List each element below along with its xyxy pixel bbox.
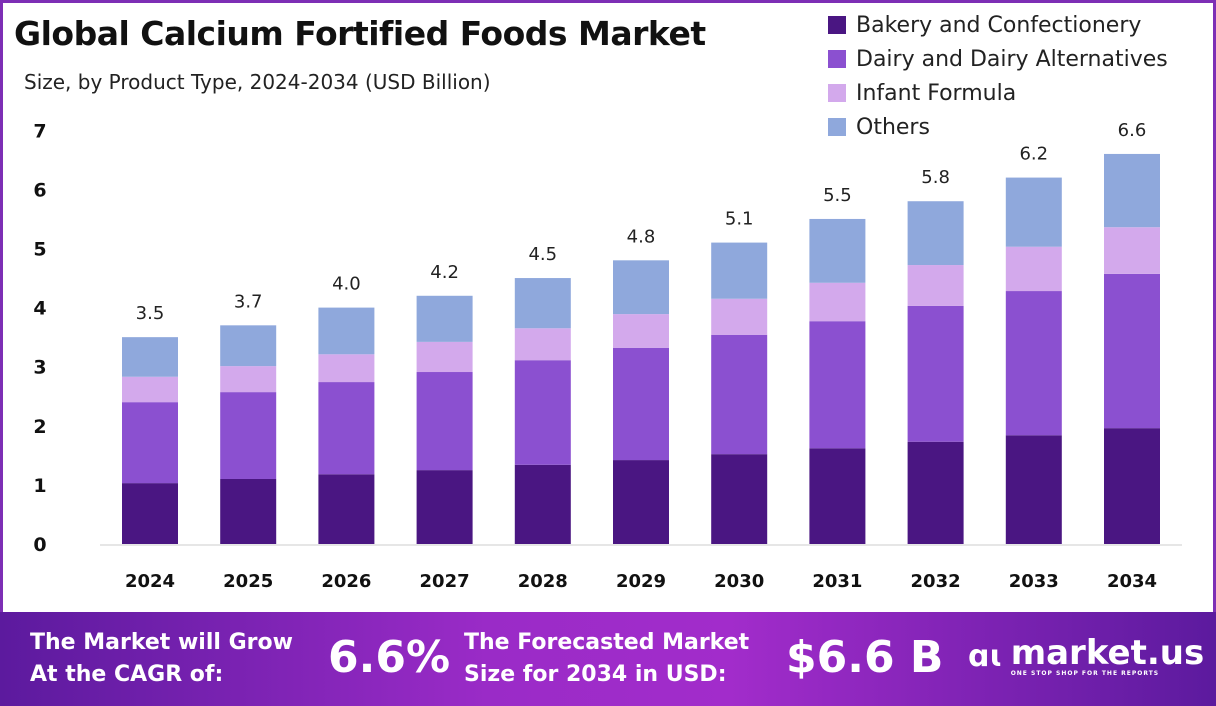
y-tick-label: 5 bbox=[33, 239, 46, 261]
cagr-value: 6.6% bbox=[328, 632, 451, 683]
bar-segment bbox=[711, 298, 768, 335]
bar-segment bbox=[1104, 273, 1160, 429]
x-tick-label: 2029 bbox=[616, 571, 666, 592]
total-label: 3.7 bbox=[234, 291, 263, 312]
total-label: 4.8 bbox=[627, 226, 656, 247]
bar-segment bbox=[318, 382, 375, 475]
x-tick-label: 2032 bbox=[911, 571, 961, 592]
bar-segment bbox=[1005, 291, 1062, 436]
bar-segment bbox=[220, 478, 277, 544]
legend-item: Infant Formula bbox=[828, 76, 1168, 110]
legend-label: Others bbox=[856, 114, 930, 140]
total-label: 4.5 bbox=[528, 244, 557, 265]
legend-label: Dairy and Dairy Alternatives bbox=[856, 46, 1168, 72]
bar-segment bbox=[220, 392, 277, 479]
bar-segment bbox=[1005, 246, 1062, 292]
total-label: 6.2 bbox=[1019, 144, 1048, 165]
bar-segment bbox=[613, 314, 669, 348]
bar-segment bbox=[1005, 435, 1062, 544]
y-tick-label: 6 bbox=[33, 179, 46, 201]
x-tick-label: 2024 bbox=[125, 571, 175, 592]
bar-segment bbox=[809, 321, 866, 449]
x-tick-label: 2034 bbox=[1107, 571, 1157, 592]
cagr-label: The Market will Grow At the CAGR of: bbox=[30, 630, 293, 687]
y-tick-label: 1 bbox=[33, 475, 46, 497]
y-tick-label: 7 bbox=[33, 120, 46, 142]
total-label: 5.1 bbox=[725, 209, 754, 230]
bar-segment bbox=[122, 337, 178, 377]
bar-segment bbox=[416, 341, 473, 373]
legend-label: Bakery and Confectionery bbox=[856, 12, 1142, 38]
market-us-logo: ɑꙇ market.us ONE STOP SHOP FOR THE REPORT… bbox=[968, 633, 1205, 677]
legend-swatch bbox=[828, 50, 846, 68]
x-tick-label: 2026 bbox=[321, 571, 371, 592]
legend-swatch bbox=[828, 118, 846, 136]
bar-segment bbox=[122, 402, 178, 484]
y-tick-label: 4 bbox=[33, 298, 46, 320]
bar-segment bbox=[1104, 153, 1160, 228]
market-size-value: $6.6 B bbox=[786, 632, 944, 683]
bar-segment bbox=[514, 360, 571, 465]
bar-segment bbox=[416, 372, 473, 471]
bar-segment bbox=[416, 470, 473, 544]
x-tick-label: 2025 bbox=[223, 571, 273, 592]
y-tick-label: 0 bbox=[33, 534, 46, 556]
bar-segment bbox=[318, 474, 375, 544]
total-label: 5.8 bbox=[921, 167, 950, 188]
legend-swatch bbox=[828, 16, 846, 34]
y-tick-label: 3 bbox=[33, 357, 46, 379]
total-label: 4.0 bbox=[332, 274, 361, 295]
bar-segment bbox=[514, 464, 571, 544]
bar-segment bbox=[613, 347, 669, 461]
stacked-bar-chart: 0 1 2 3 4 5 6 7 3.5 2024 3.7 2025 4.0 2026 4.2 2027 4.5 2… bbox=[33, 120, 1182, 592]
legend: Bakery and Confectionery Dairy and Dairy… bbox=[828, 8, 1168, 144]
x-tick-label: 2031 bbox=[812, 571, 862, 592]
legend-item: Dairy and Dairy Alternatives bbox=[828, 42, 1168, 76]
bar-segment bbox=[220, 366, 277, 393]
bar-segment bbox=[1104, 428, 1160, 544]
x-tick-label: 2030 bbox=[714, 571, 764, 592]
bar-segment bbox=[514, 278, 571, 329]
total-label: 4.2 bbox=[430, 262, 459, 283]
total-label: 6.6 bbox=[1118, 120, 1147, 141]
bar-segment bbox=[809, 218, 866, 283]
x-tick-label: 2033 bbox=[1009, 571, 1059, 592]
logo-icon: ɑꙇ bbox=[968, 639, 1003, 674]
bar-segment bbox=[809, 448, 866, 544]
bar-segment bbox=[907, 441, 964, 544]
y-tick-label: 2 bbox=[33, 416, 46, 438]
bar-segment bbox=[613, 460, 669, 544]
bar-segment bbox=[1005, 177, 1062, 247]
bar-segment bbox=[907, 265, 964, 306]
bar-segment bbox=[122, 483, 178, 544]
legend-item: Bakery and Confectionery bbox=[828, 8, 1168, 42]
bar-segment bbox=[514, 328, 571, 361]
legend-label: Infant Formula bbox=[856, 80, 1017, 106]
bar-segment bbox=[711, 242, 768, 299]
legend-swatch bbox=[828, 84, 846, 102]
x-tick-label: 2027 bbox=[420, 571, 470, 592]
bar-segment bbox=[318, 307, 375, 355]
bar-segment bbox=[318, 354, 375, 383]
total-label: 5.5 bbox=[823, 185, 852, 206]
bar-segment bbox=[613, 260, 669, 315]
bar-segment bbox=[809, 282, 866, 322]
x-tick-label: 2028 bbox=[518, 571, 568, 592]
bar-segment bbox=[1104, 227, 1160, 274]
bar-segment bbox=[122, 376, 178, 403]
bar-segment bbox=[907, 201, 964, 266]
total-label: 3.5 bbox=[136, 303, 165, 324]
bar-segment bbox=[416, 295, 473, 342]
legend-item: Others bbox=[828, 110, 1168, 144]
chart-subtitle: Size, by Product Type, 2024-2034 (USD Bi… bbox=[24, 70, 491, 94]
bar-segment bbox=[711, 334, 768, 455]
bar-segment bbox=[711, 454, 768, 544]
bar-segment bbox=[220, 325, 277, 367]
chart-frame bbox=[0, 0, 1216, 612]
footer-banner: The Market will Grow At the CAGR of: 6.6%… bbox=[0, 612, 1216, 706]
bar-segment bbox=[907, 305, 964, 442]
market-size-label: The Forecasted Market Size for 2034 in US… bbox=[464, 630, 750, 687]
chart-title: Global Calcium Fortified Foods Market bbox=[14, 14, 706, 53]
